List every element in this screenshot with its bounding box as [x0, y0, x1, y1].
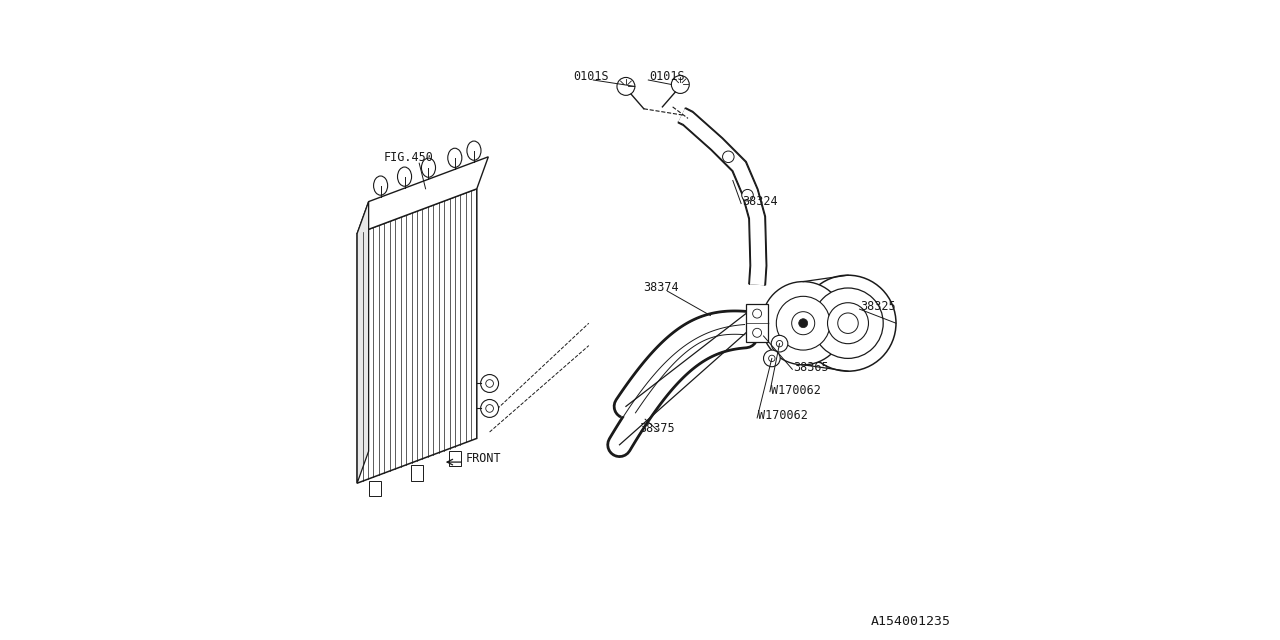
Circle shape — [486, 380, 494, 387]
Text: 38324: 38324 — [742, 195, 778, 208]
Text: 0101S: 0101S — [573, 70, 608, 83]
Text: 38365: 38365 — [794, 361, 829, 374]
Ellipse shape — [374, 176, 388, 195]
Circle shape — [762, 282, 845, 365]
Polygon shape — [357, 157, 489, 234]
Ellipse shape — [448, 148, 462, 168]
Circle shape — [771, 335, 788, 352]
Circle shape — [838, 313, 859, 333]
FancyBboxPatch shape — [370, 481, 381, 497]
Ellipse shape — [421, 158, 435, 177]
Text: W170062: W170062 — [759, 409, 808, 422]
Text: 38325: 38325 — [860, 300, 896, 314]
Circle shape — [753, 328, 762, 337]
Circle shape — [763, 350, 781, 367]
Ellipse shape — [398, 167, 412, 186]
Polygon shape — [357, 202, 369, 483]
Polygon shape — [357, 189, 477, 483]
Text: 38374: 38374 — [644, 281, 678, 294]
Circle shape — [791, 312, 815, 335]
Text: 38375: 38375 — [639, 422, 675, 435]
Circle shape — [481, 374, 499, 392]
FancyBboxPatch shape — [746, 304, 768, 342]
Circle shape — [813, 288, 883, 358]
Circle shape — [828, 303, 869, 344]
Text: FRONT: FRONT — [466, 452, 502, 465]
Ellipse shape — [467, 141, 481, 160]
Text: W170062: W170062 — [771, 383, 820, 397]
Circle shape — [722, 151, 735, 163]
Circle shape — [800, 275, 896, 371]
Circle shape — [768, 355, 776, 362]
Circle shape — [776, 340, 783, 347]
FancyBboxPatch shape — [449, 451, 461, 467]
Text: 0101S: 0101S — [650, 70, 685, 83]
Circle shape — [617, 77, 635, 95]
Circle shape — [671, 76, 689, 93]
Circle shape — [753, 309, 762, 318]
Circle shape — [486, 404, 494, 412]
FancyBboxPatch shape — [411, 465, 422, 481]
Circle shape — [776, 296, 831, 350]
Circle shape — [799, 319, 808, 328]
Circle shape — [742, 189, 753, 201]
Text: FIG.450: FIG.450 — [384, 151, 434, 164]
Circle shape — [481, 399, 499, 417]
Text: A154001235: A154001235 — [870, 616, 950, 628]
